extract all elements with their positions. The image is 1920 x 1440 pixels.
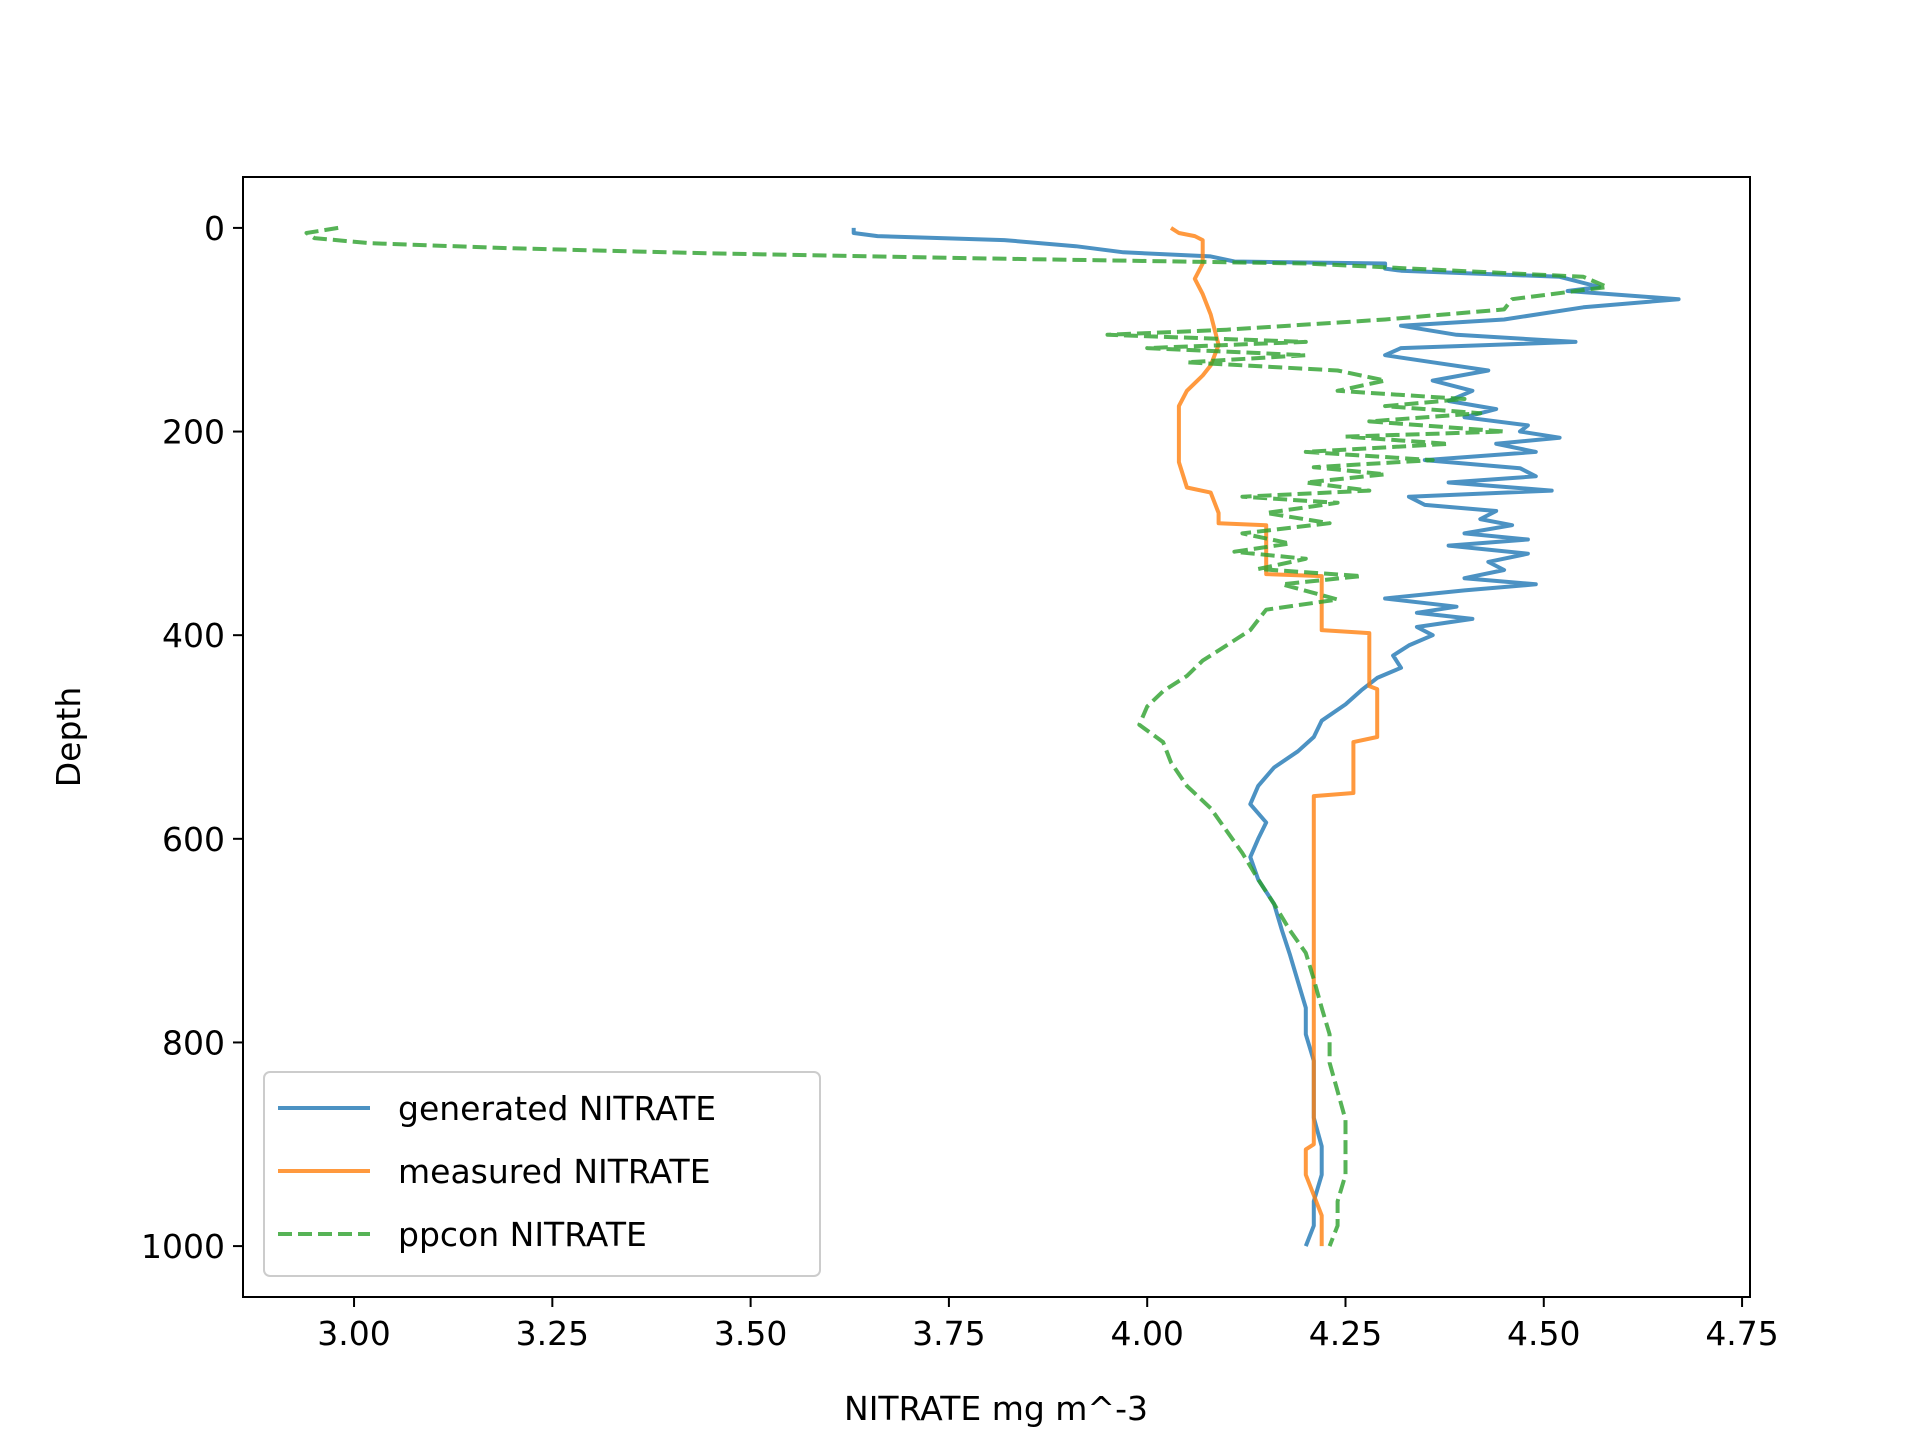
- y-axis-label: Depth: [49, 687, 88, 788]
- x-tick-label: 3.50: [714, 1314, 787, 1353]
- series-layer: [304, 225, 1681, 1247]
- legend-label: measured NITRATE: [398, 1152, 711, 1191]
- x-tick-label: 3.75: [912, 1314, 985, 1353]
- legend-label: generated NITRATE: [398, 1089, 716, 1128]
- x-tick-label: 4.00: [1110, 1314, 1183, 1353]
- y-tick-label: 1000: [141, 1227, 225, 1266]
- y-tick-label: 800: [162, 1023, 225, 1062]
- series-line-generated-nitrate: [851, 227, 1681, 1247]
- series-line-measured-nitrate: [1169, 226, 1380, 1247]
- x-tick-label: 3.00: [317, 1314, 390, 1353]
- x-axis-label: NITRATE mg m^-3: [844, 1389, 1148, 1428]
- y-axis-ticks: 0 200 400 600 800 1000: [141, 209, 243, 1266]
- legend-box: [263, 1071, 821, 1277]
- x-tick-label: 4.25: [1309, 1314, 1382, 1353]
- y-tick-label: 200: [162, 413, 225, 452]
- legend-entries: generated NITRATE measured NITRATE ppcon N…: [278, 1089, 716, 1254]
- legend: generated NITRATE measured NITRATE ppcon N…: [263, 1071, 821, 1277]
- x-tick-label: 4.75: [1705, 1314, 1778, 1353]
- legend-label: ppcon NITRATE: [398, 1215, 647, 1254]
- y-tick-label: 0: [204, 209, 225, 248]
- plot-area-frame: [242, 176, 1751, 1298]
- y-tick-label: 600: [162, 820, 225, 859]
- x-axis-ticks: 3.00 3.25 3.50 3.75 4.00 4.25 4.50 4.75: [317, 1297, 1779, 1353]
- series-line-ppcon-nitrate: [304, 225, 1610, 1247]
- y-tick-label: 400: [162, 616, 225, 655]
- x-tick-label: 3.25: [516, 1314, 589, 1353]
- x-tick-label: 4.50: [1507, 1314, 1580, 1353]
